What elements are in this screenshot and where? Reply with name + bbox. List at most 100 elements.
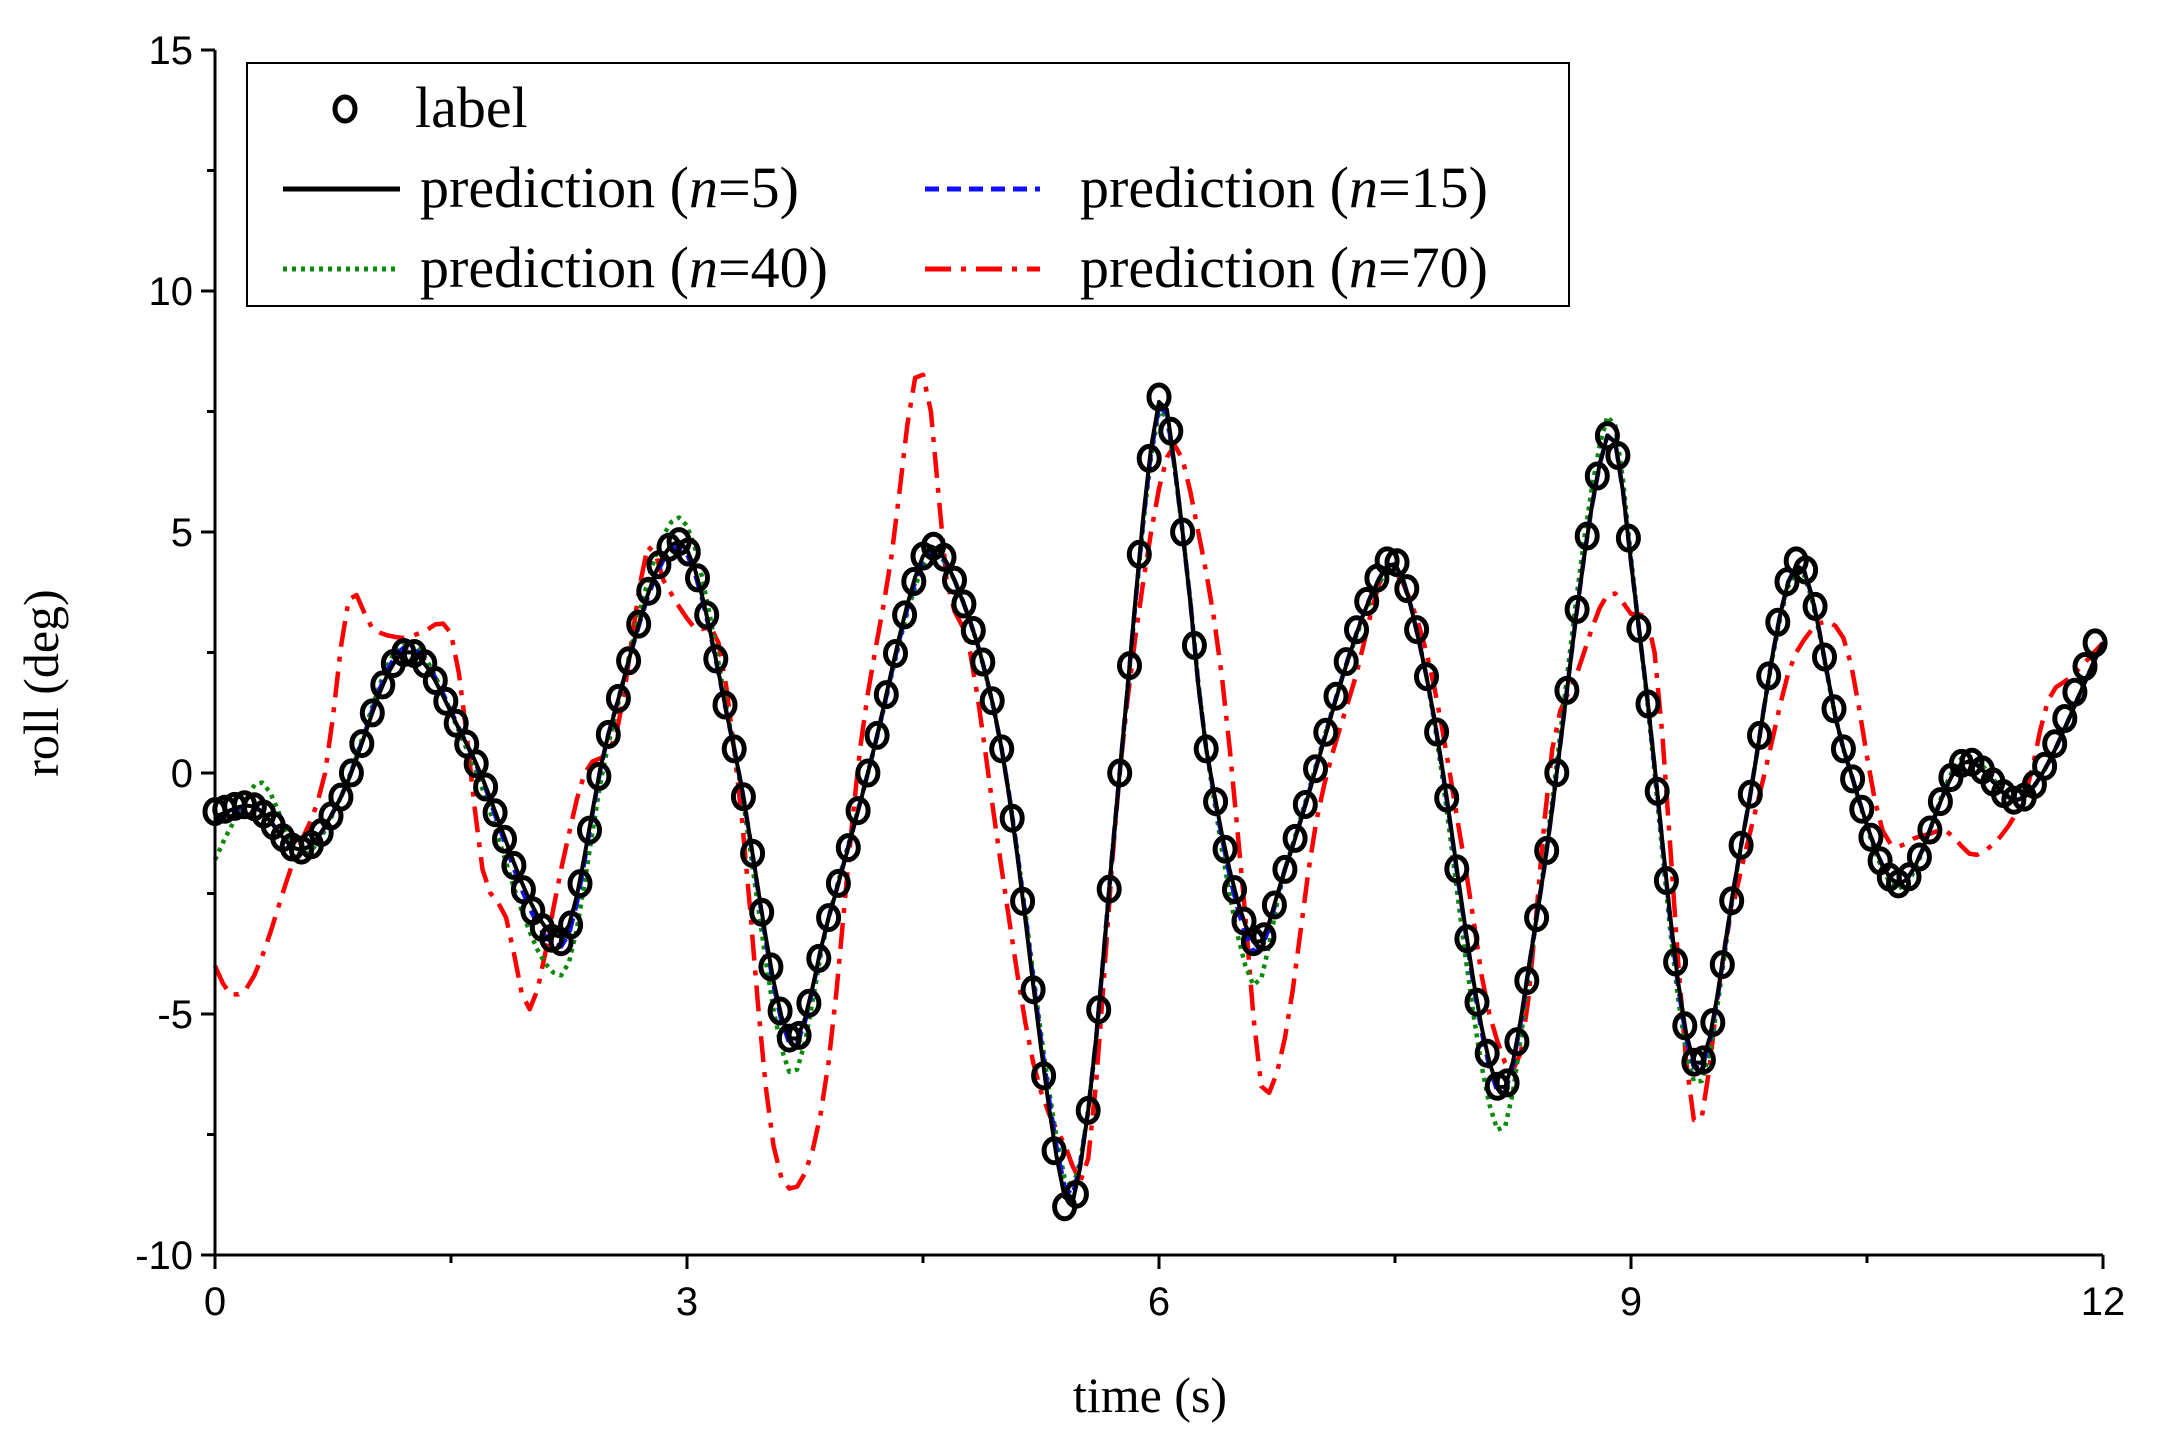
label-marker — [1222, 875, 1247, 905]
label-marker — [1424, 717, 1450, 747]
label-markers — [202, 382, 2108, 1222]
label-marker — [1906, 842, 1932, 872]
label-marker — [1251, 922, 1277, 952]
label-marker — [970, 647, 996, 677]
legend-entry-n5: prediction (n=5) — [283, 155, 799, 220]
label-marker — [806, 943, 832, 973]
label-marker — [2062, 677, 2088, 707]
label-marker — [1653, 866, 1679, 895]
legend-label: prediction (n=5) — [420, 155, 799, 220]
label-marker — [2052, 704, 2078, 733]
label-marker — [473, 772, 499, 802]
label-marker — [989, 734, 1015, 764]
label-marker — [758, 952, 784, 982]
label-marker — [1384, 548, 1410, 578]
label-marker — [1126, 539, 1152, 569]
x-tick-label: 6 — [1148, 1280, 1170, 1324]
series-line-n70 — [212, 372, 2105, 1191]
y-tick-label: -10 — [135, 1234, 193, 1278]
label-marker — [1394, 574, 1420, 604]
label-marker — [626, 609, 652, 639]
label-marker — [1719, 886, 1745, 916]
label-marker — [1812, 642, 1837, 672]
label-marker — [1086, 995, 1112, 1025]
label-marker — [2072, 652, 2098, 681]
label-marker — [391, 638, 417, 667]
label-marker — [1494, 1068, 1520, 1098]
label-marker — [825, 868, 851, 898]
label-marker — [1672, 1011, 1698, 1041]
label-marker — [577, 815, 602, 845]
label-marker — [1584, 461, 1610, 491]
label-marker — [1858, 822, 1884, 852]
label-marker — [567, 869, 593, 899]
label-marker — [951, 589, 977, 619]
label-marker — [2032, 751, 2058, 781]
label-marker — [1303, 754, 1328, 784]
label-marker — [740, 838, 766, 868]
legend-entry-n40: prediction (n=40) — [283, 235, 828, 300]
label-marker — [1107, 758, 1133, 788]
label-marker — [1737, 779, 1763, 809]
label-marker — [1117, 651, 1142, 681]
label-marker — [1830, 734, 1856, 764]
legend-swatch-marker — [332, 94, 358, 124]
label-marker — [443, 708, 469, 738]
label-marker — [1802, 591, 1828, 621]
label-marker — [328, 782, 354, 812]
legend-entry-label: label — [332, 75, 528, 140]
label-marker — [901, 567, 927, 596]
label-marker — [1146, 382, 1172, 412]
series-layer — [202, 372, 2108, 1222]
label-marker — [883, 639, 908, 668]
label-marker — [2042, 729, 2068, 759]
legend-label: label — [415, 75, 528, 140]
label-marker — [1020, 975, 1046, 1005]
label-marker — [1464, 987, 1490, 1017]
label-marker — [712, 690, 738, 720]
y-tick-label: 10 — [149, 270, 194, 314]
label-marker — [1765, 607, 1791, 637]
label-marker — [1344, 615, 1369, 645]
label-marker — [703, 644, 729, 674]
label-marker — [1747, 720, 1772, 750]
label-marker — [1605, 441, 1631, 470]
label-marker — [1927, 787, 1953, 817]
label-marker — [1444, 854, 1470, 884]
label-marker — [685, 563, 710, 593]
label-marker — [786, 1020, 812, 1050]
label-marker — [370, 670, 396, 700]
label-marker — [776, 1023, 802, 1053]
label-marker — [501, 850, 527, 880]
label-marker — [1404, 615, 1430, 645]
label-marker — [1170, 517, 1196, 547]
x-axis-title: time (s) — [1073, 1367, 1227, 1423]
label-marker — [931, 542, 957, 572]
label-marker — [1354, 587, 1380, 616]
label-marker — [1821, 694, 1847, 724]
x-tick-label: 12 — [2081, 1280, 2126, 1324]
label-marker — [835, 833, 861, 863]
label-marker — [1292, 790, 1318, 819]
label-marker — [1041, 1136, 1067, 1166]
label-marker — [1917, 815, 1943, 845]
label-marker — [845, 796, 871, 826]
label-marker — [767, 996, 793, 1026]
label-marker — [1574, 521, 1600, 551]
legend-box — [246, 62, 1570, 307]
label-marker — [616, 646, 642, 676]
label-marker — [730, 782, 756, 812]
label-marker — [1272, 854, 1298, 884]
label-marker — [1626, 613, 1652, 643]
label-marker — [721, 734, 747, 764]
label-marker — [942, 565, 967, 595]
label-marker — [636, 576, 662, 606]
label-marker — [1282, 823, 1308, 853]
label-marker — [1700, 1008, 1726, 1037]
label-marker — [1010, 886, 1036, 916]
legend: label prediction (n=5) prediction (n=15) pr… — [246, 62, 1570, 307]
y-tick-label: 5 — [171, 511, 193, 555]
label-marker — [1840, 764, 1866, 794]
label-marker — [1434, 783, 1460, 813]
label-marker — [338, 758, 364, 788]
